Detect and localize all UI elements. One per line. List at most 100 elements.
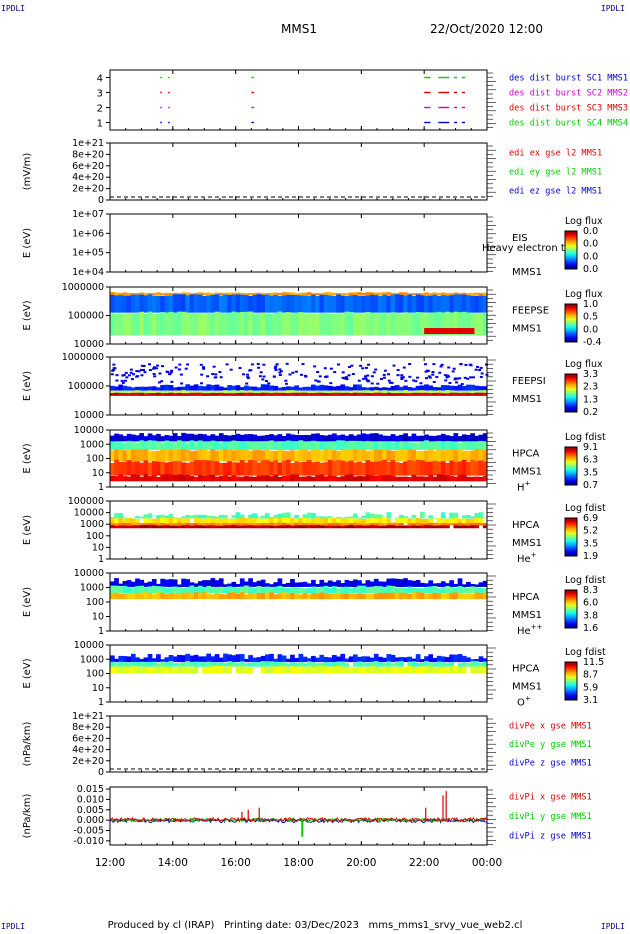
spectro-cell: [126, 523, 132, 526]
spectro-cell: [246, 376, 250, 379]
spectro-cell: [227, 441, 232, 450]
spectro-cell: [231, 450, 237, 462]
spectro-cell: [348, 656, 354, 663]
spectro-cell: [189, 461, 195, 476]
spectro-cell: [432, 517, 438, 519]
spectro-cell: [461, 434, 467, 442]
spectro-cell: [181, 442, 186, 450]
spectro-cell: [298, 666, 304, 674]
spectro-cell: [457, 525, 463, 529]
ytick-label-0-1: 2: [97, 104, 103, 115]
spectro-cell: [366, 374, 370, 377]
spectro-cell: [181, 593, 186, 600]
spectro-cell: [411, 474, 417, 482]
spectro-cell: [185, 515, 191, 519]
ytick-label-1-1: 8e+20: [72, 149, 104, 160]
spectro-cell: [269, 461, 274, 476]
spectro-cell: [323, 385, 329, 391]
spectro-cell: [118, 518, 124, 524]
spectro-cell: [474, 461, 480, 476]
spectro-cell: [193, 294, 199, 313]
spectro-cell: [235, 390, 241, 393]
spectro-cell: [110, 450, 115, 462]
spectro-cell: [302, 461, 308, 476]
spectro-cell: [227, 525, 232, 529]
spectro-cell: [139, 516, 145, 519]
spectro-cell: [252, 582, 258, 587]
spectro-cell: [252, 476, 258, 482]
spectro-cell: [181, 390, 186, 393]
spectro-cell: [387, 379, 391, 382]
spectro-cell: [130, 474, 136, 482]
spectro-cell: [229, 368, 233, 371]
spectro-cell: [239, 522, 245, 526]
spectro-cell: [202, 292, 207, 295]
spectro-cell: [348, 588, 354, 594]
spectro-cell: [214, 516, 220, 519]
spectro-cell: [344, 311, 350, 336]
spectro-cell: [431, 373, 435, 376]
spectro-cell: [352, 384, 358, 391]
spectro-cell: [478, 460, 484, 476]
spectro-cell: [340, 583, 346, 587]
spectro-cell: [382, 657, 387, 663]
spectro-cell: [227, 312, 232, 336]
spectro-cell: [135, 370, 139, 373]
spectro-cell: [432, 392, 438, 396]
spectro-cell: [449, 460, 454, 476]
spectro-cell: [273, 294, 279, 313]
spectro-cell: [373, 461, 379, 476]
spectro-cell: [235, 312, 241, 336]
spectro-cell: [218, 390, 224, 393]
spectro-cell: [168, 311, 174, 336]
spectro-cell: [168, 385, 174, 391]
spectro-cell: [424, 292, 429, 295]
spectro-cell: [189, 385, 195, 391]
spectro-cell: [181, 475, 186, 482]
spectro-cell: [273, 582, 279, 587]
spectro-cell: [185, 592, 191, 600]
spectro-cell: [302, 390, 308, 393]
spectro-cell: [258, 375, 262, 378]
spectro-cell: [260, 661, 266, 667]
spectro-cell: [193, 583, 199, 587]
spectro-cell: [260, 294, 266, 313]
spectro-cell: [407, 517, 413, 519]
divpi-series-2: [109, 816, 488, 823]
spectro-cell: [168, 587, 174, 594]
spectro-cell: [428, 525, 434, 529]
spectro-cell: [110, 655, 115, 663]
spectro-cell: [399, 442, 404, 450]
spectro-cell: [172, 294, 178, 313]
spectro-cell: [214, 580, 220, 587]
spectro-cell: [362, 377, 366, 380]
ytick-label-9-0: 1e+21: [72, 711, 104, 722]
spectrogram-4: [110, 384, 488, 396]
spectro-cell: [143, 441, 149, 450]
spectro-cell: [365, 292, 371, 295]
spectro-cell: [264, 667, 270, 674]
spectro-cell: [436, 523, 442, 526]
spectro-cell: [235, 583, 241, 587]
spectro-cell: [407, 436, 413, 442]
corner-label-bottom-left: IPDLI: [1, 922, 26, 931]
spectro-cell: [160, 436, 165, 442]
spectro-cell: [404, 379, 408, 382]
spectro-cell: [372, 371, 376, 374]
spectro-cell: [227, 435, 232, 442]
spectro-cell: [382, 459, 387, 476]
spectro-cell: [369, 393, 375, 396]
spectro-cell: [170, 380, 174, 383]
spectro-cell: [126, 460, 132, 476]
spectro-cell: [352, 522, 358, 526]
spectro-cell: [378, 525, 383, 529]
spectro-cell: [151, 390, 157, 393]
spectro-cell: [319, 450, 325, 462]
ytick-label-0-2: 3: [97, 89, 103, 100]
spectro-cell: [130, 581, 136, 587]
spectro-cell: [445, 292, 450, 295]
spectrogram-5: [110, 432, 488, 482]
spectro-cell: [164, 462, 170, 476]
spectro-cell: [285, 312, 291, 336]
spectro-cell: [457, 442, 463, 450]
